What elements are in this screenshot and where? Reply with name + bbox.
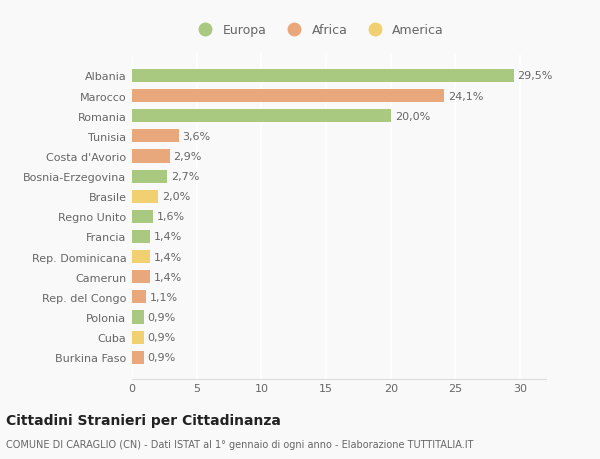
Text: 20,0%: 20,0%: [395, 112, 430, 122]
Text: 0,9%: 0,9%: [148, 353, 176, 363]
Bar: [132, 70, 514, 83]
Text: 1,1%: 1,1%: [150, 292, 178, 302]
Text: 0,9%: 0,9%: [148, 332, 176, 342]
Bar: [132, 271, 150, 284]
Bar: [132, 210, 152, 224]
Bar: [132, 190, 158, 203]
Bar: [132, 170, 167, 183]
Text: 1,4%: 1,4%: [154, 252, 182, 262]
Text: 2,9%: 2,9%: [173, 151, 202, 162]
Text: 29,5%: 29,5%: [518, 71, 553, 81]
Bar: [132, 90, 444, 103]
Bar: [132, 130, 179, 143]
Bar: [132, 150, 170, 163]
Text: 2,7%: 2,7%: [171, 172, 199, 182]
Text: 1,4%: 1,4%: [154, 272, 182, 282]
Text: 1,4%: 1,4%: [154, 232, 182, 242]
Text: 2,0%: 2,0%: [162, 192, 190, 202]
Legend: Europa, Africa, America: Europa, Africa, America: [188, 19, 449, 42]
Bar: [132, 291, 146, 304]
Bar: [132, 311, 143, 324]
Bar: [132, 351, 143, 364]
Text: 3,6%: 3,6%: [182, 132, 211, 141]
Text: 1,6%: 1,6%: [157, 212, 185, 222]
Bar: [132, 110, 391, 123]
Text: 0,9%: 0,9%: [148, 312, 176, 322]
Bar: [132, 230, 150, 243]
Bar: [132, 251, 150, 263]
Text: COMUNE DI CARAGLIO (CN) - Dati ISTAT al 1° gennaio di ogni anno - Elaborazione T: COMUNE DI CARAGLIO (CN) - Dati ISTAT al …: [6, 440, 473, 449]
Bar: [132, 331, 143, 344]
Text: Cittadini Stranieri per Cittadinanza: Cittadini Stranieri per Cittadinanza: [6, 414, 281, 428]
Text: 24,1%: 24,1%: [448, 91, 483, 101]
